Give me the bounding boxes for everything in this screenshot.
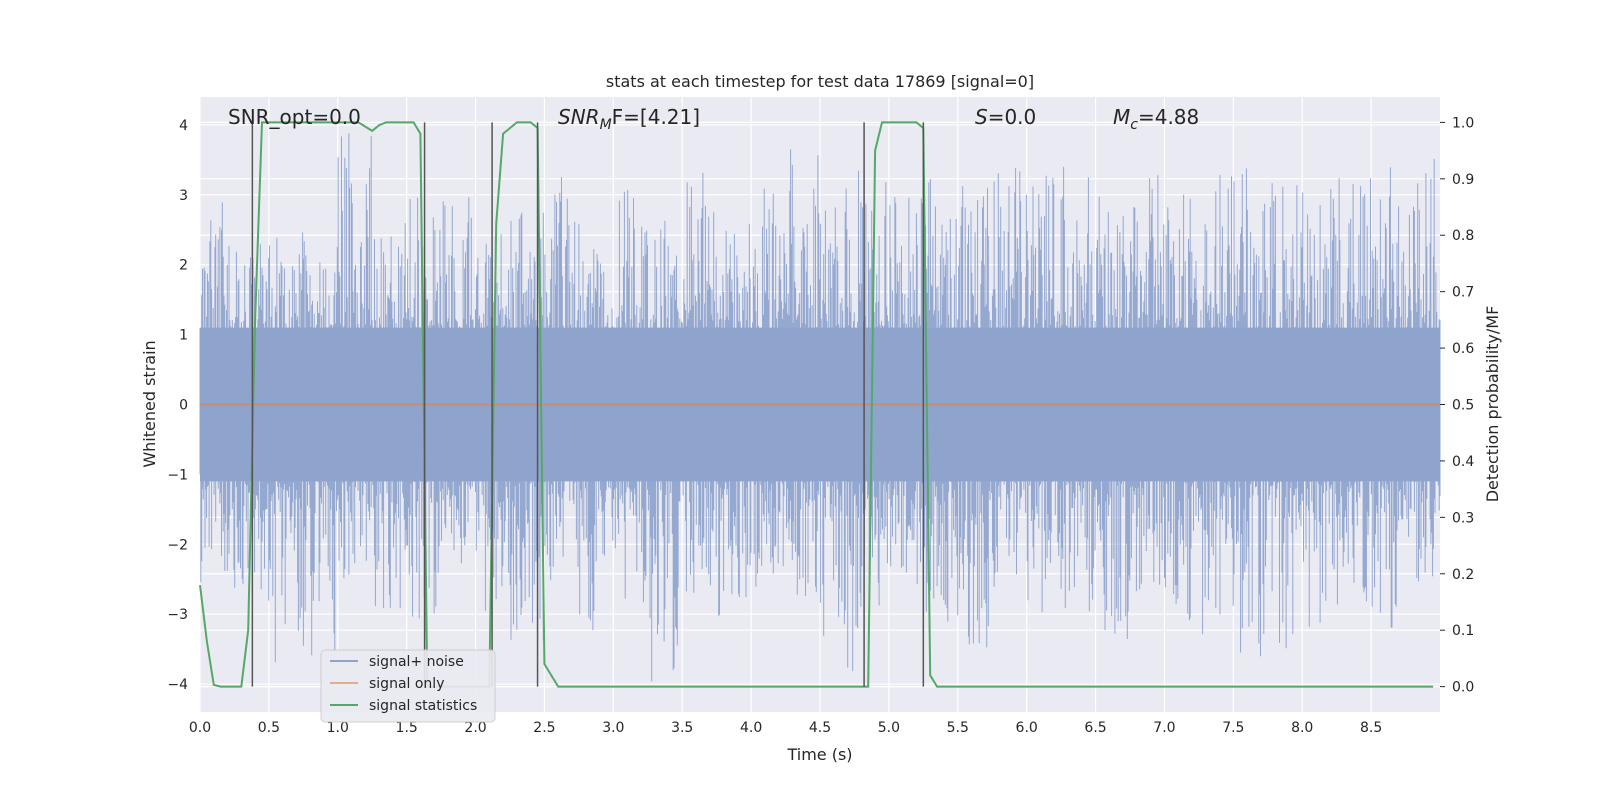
y-tick-label-right: 1.0: [1452, 115, 1474, 131]
annotation-snr-mf: SNRMF=[4.21]: [558, 105, 700, 133]
x-tick-label: 7.5: [1222, 720, 1244, 736]
y-axis-ticks-right: 0.0 0.1 0.2 0.3 0.4 0.5 0.6 0.7 0.8 0.9 1.0: [1440, 115, 1474, 696]
annotation-snr-opt: SNR_opt=0.0: [228, 105, 361, 129]
x-axis-label: Time (s): [786, 745, 852, 764]
y-axis-label-right: Detection probability/MF: [1483, 306, 1502, 503]
x-tick-label: 3.0: [602, 720, 624, 736]
x-tick-label: 0.0: [189, 720, 211, 736]
x-tick-label: 1.0: [327, 720, 349, 736]
legend: signal+ noise signal only signal statist…: [320, 649, 496, 723]
y-tick-label: −1: [167, 467, 188, 483]
x-tick-label: 5.0: [878, 720, 900, 736]
y-tick-label: 4: [179, 118, 188, 134]
x-tick-label: 4.5: [809, 720, 831, 736]
y-tick-label: −3: [167, 607, 188, 623]
legend-box: [320, 649, 496, 723]
legend-label-noise: signal+ noise: [369, 654, 464, 670]
legend-label-stats: signal statistics: [369, 698, 477, 714]
y-tick-label-right: 0.4: [1452, 454, 1474, 470]
x-tick-label: 6.0: [1016, 720, 1038, 736]
vertical-markers: [251, 122, 925, 687]
y-tick-label-right: 0.1: [1452, 623, 1474, 639]
y-tick-label: 2: [179, 258, 188, 274]
y-tick-label: −4: [167, 677, 188, 693]
annotation-s: S=0.0: [975, 105, 1036, 129]
y-axis-ticks-left: −4 −3 −2 −1 0 1 2 3 4: [167, 118, 188, 693]
y-tick-label-right: 0.8: [1452, 228, 1474, 244]
y-tick-label: −2: [167, 537, 188, 553]
x-tick-label: 0.5: [258, 720, 280, 736]
y-tick-label-right: 0.3: [1452, 510, 1474, 526]
x-tick-label: 4.0: [740, 720, 762, 736]
y-tick-label: 3: [179, 188, 188, 204]
y-tick-label-right: 0.0: [1452, 680, 1474, 696]
y-axis-label-left: Whitened strain: [140, 340, 159, 467]
x-tick-label: 2.0: [464, 720, 486, 736]
y-tick-label: 0: [179, 398, 188, 414]
y-tick-label-right: 0.9: [1452, 172, 1474, 188]
y-tick-label: 1: [179, 328, 188, 344]
annotation-mc: Mc=4.88: [1113, 105, 1199, 133]
y-tick-label-right: 0.5: [1452, 398, 1474, 414]
x-tick-label: 6.5: [1084, 720, 1106, 736]
x-tick-label: 2.5: [533, 720, 555, 736]
y-tick-label-right: 0.2: [1452, 567, 1474, 583]
x-tick-label: 1.5: [396, 720, 418, 736]
x-tick-label: 8.0: [1291, 720, 1313, 736]
x-tick-label: 3.5: [671, 720, 693, 736]
y-tick-label-right: 0.6: [1452, 341, 1474, 357]
x-tick-label: 7.0: [1153, 720, 1175, 736]
chart-title: stats at each timestep for test data 178…: [606, 72, 1034, 91]
x-tick-label: 8.5: [1360, 720, 1382, 736]
y-tick-label-right: 0.7: [1452, 285, 1474, 301]
x-tick-label: 5.5: [947, 720, 969, 736]
x-axis-ticks: 0.0 0.5 1.0 1.5 2.0 2.5 3.0 3.5 4.0 4.5 5.0 5.5 6.0 6…: [189, 720, 1382, 736]
legend-label-signal: signal only: [369, 676, 444, 692]
